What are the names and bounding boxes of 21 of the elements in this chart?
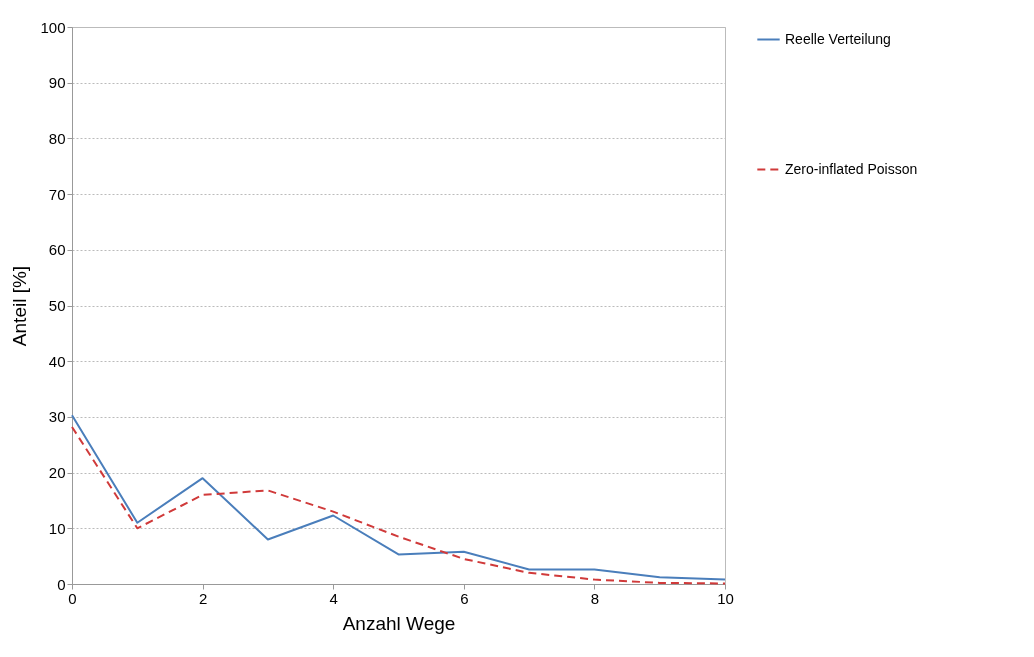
y-tick-label: 90 — [48, 74, 66, 92]
y-tick-label: 60 — [48, 241, 66, 259]
legend-label: Zero-inflated Poisson — [785, 160, 918, 177]
x-tick-label: 4 — [329, 589, 338, 607]
y-tick-label: 80 — [48, 129, 66, 147]
y-tick-label: 40 — [48, 352, 66, 370]
legend-label: Reelle Verteilung — [785, 30, 891, 47]
y-tick-label: 100 — [40, 18, 66, 36]
y-tick-label: 0 — [57, 575, 66, 593]
x-tick-label: 6 — [460, 589, 469, 607]
x-tick-label: 8 — [590, 589, 600, 607]
x-tick-label: 0 — [68, 589, 77, 607]
y-tick-label: 50 — [48, 297, 66, 314]
y-axis-title: Anteil [%] — [9, 265, 31, 347]
y-tick-label: 20 — [48, 464, 66, 482]
y-tick-label: 10 — [48, 519, 66, 537]
x-axis-title: Anzahl Wege — [342, 612, 456, 634]
x-tick-label: 10 — [717, 589, 734, 607]
x-tick-label: 2 — [198, 589, 208, 607]
y-tick-label: 70 — [48, 185, 66, 203]
y-tick-label: 30 — [48, 408, 66, 426]
